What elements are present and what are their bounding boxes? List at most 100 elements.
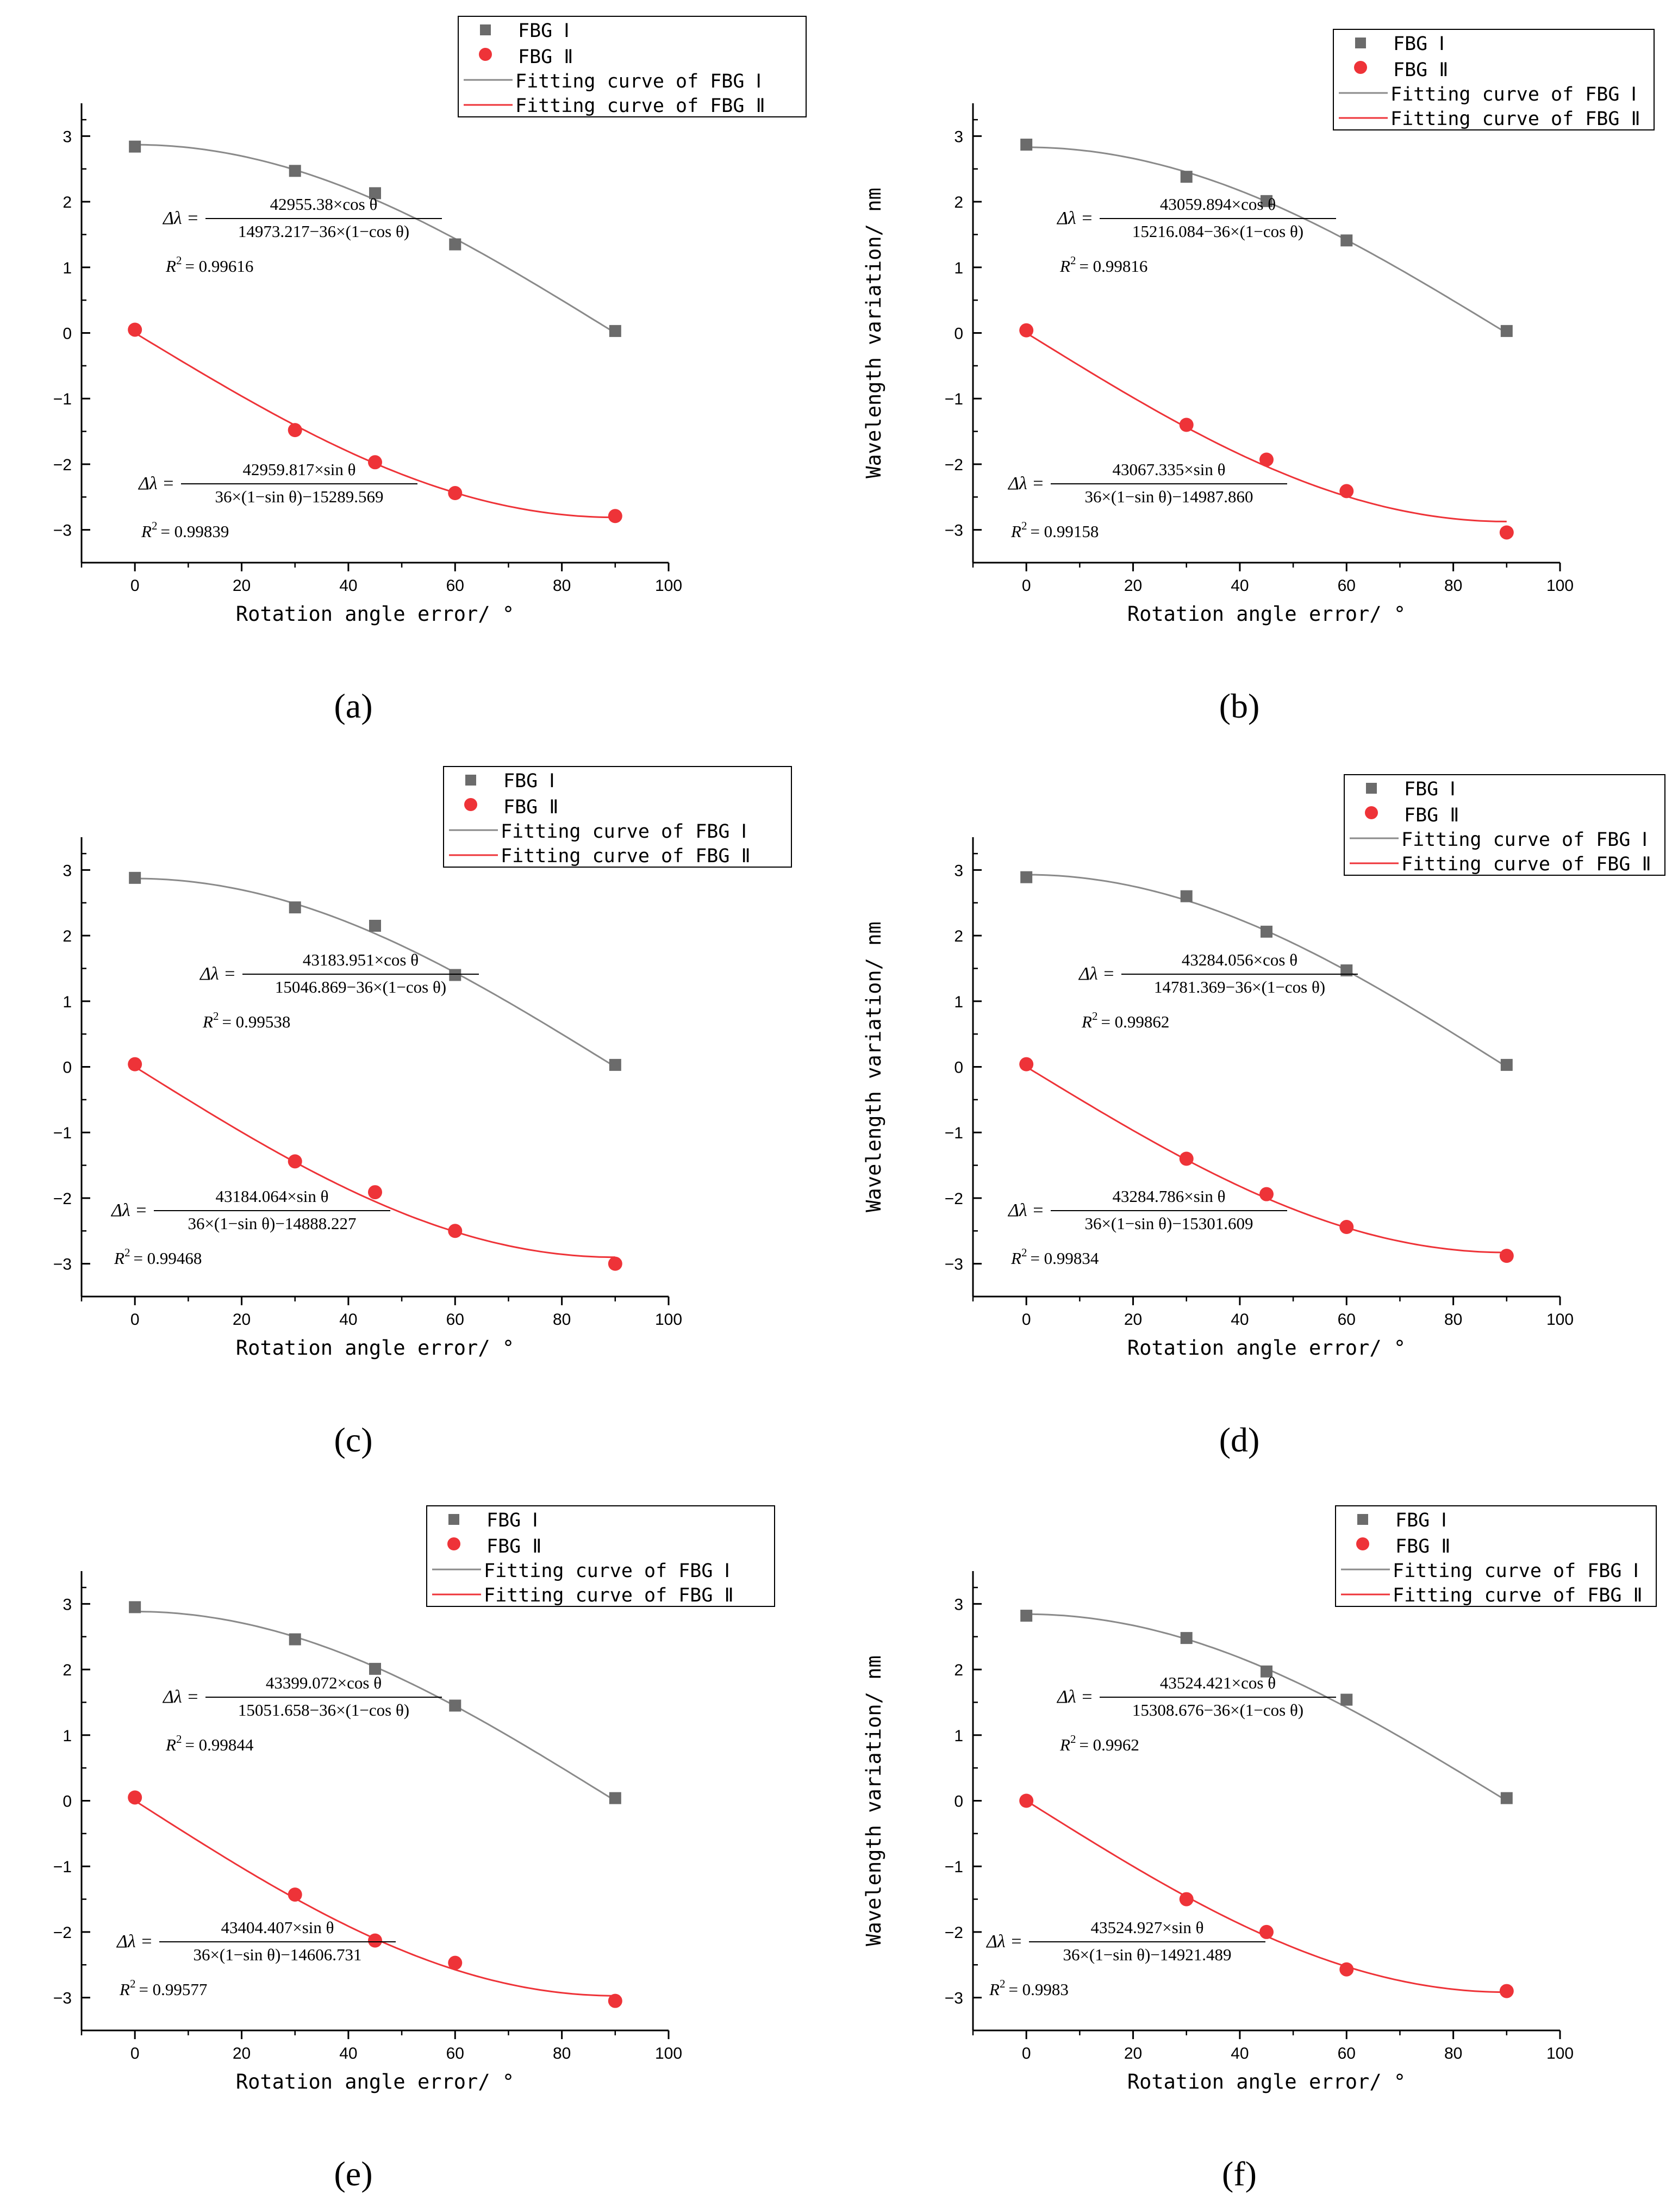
r-symbol: R xyxy=(165,1735,176,1754)
r-squared-label: R2 = 0.99862 xyxy=(1081,1010,1169,1031)
y-tick-label: −2 xyxy=(53,1924,72,1942)
legend-entry: Fitting curve of FBG Ⅰ xyxy=(501,821,747,843)
data-point-fbg1 xyxy=(1020,139,1033,151)
data-point-fbg1 xyxy=(1500,325,1513,337)
r-squared-value: = 0.9983 xyxy=(1008,1980,1068,1999)
data-point-fbg2 xyxy=(368,1933,382,1948)
legend-entry: FBG Ⅰ xyxy=(486,1510,538,1531)
legend-entry: FBG Ⅱ xyxy=(1404,805,1459,826)
r-symbol: R xyxy=(119,1980,130,1999)
y-tick-label: 3 xyxy=(63,1596,72,1613)
y-tick-label: 0 xyxy=(63,1059,72,1077)
equation-denominator: 15046.869−36×(1−cos θ) xyxy=(275,977,446,996)
r-superscript: 2 xyxy=(1070,1733,1076,1746)
y-tick-label: −1 xyxy=(53,1124,72,1142)
legend-box xyxy=(443,766,792,868)
legend-entry: FBG Ⅰ xyxy=(503,770,555,792)
equation-numerator: 43184.064×sin θ xyxy=(215,1187,328,1206)
x-tick-label: 20 xyxy=(1124,577,1142,595)
x-tick-label: 20 xyxy=(233,1311,251,1329)
y-tick-label: 2 xyxy=(63,927,72,945)
chart-panel-5: 3 2 1 0 −1 −2 −3 0 20 40 60 80 100 Rotation angle err… xyxy=(53,1505,775,2193)
equation-fbg1: Δλ = 43284.056×cos θ 14781.369−36×(1−cos θ… xyxy=(1078,950,1358,1031)
y-tick-label: 3 xyxy=(954,1596,963,1613)
legend-entry: FBG Ⅱ xyxy=(1395,1536,1451,1557)
y-tick-label: 0 xyxy=(63,325,72,343)
y-tick-label: −1 xyxy=(945,390,963,408)
legend-marker-fbg2 xyxy=(447,1537,460,1550)
panel-label: (e) xyxy=(334,2154,372,2193)
legend-marker-fbg2 xyxy=(479,48,492,61)
equation-fbg1: Δλ = 42955.38×cos θ 14973.217−36×(1−cos θ)… xyxy=(162,195,442,276)
data-point-fbg1 xyxy=(1180,890,1193,902)
panel-label: (d) xyxy=(1219,1420,1260,1459)
y-tick-label: 2 xyxy=(63,194,72,211)
r-squared-value: = 0.99862 xyxy=(1101,1012,1169,1031)
legend-marker-fbg1 xyxy=(1366,783,1377,794)
legend-entry: Fitting curve of FBG Ⅱ xyxy=(1393,1585,1643,1606)
equation-lhs: Δλ = xyxy=(138,473,174,494)
x-axis-title: Rotation angle error/ ° xyxy=(1127,2070,1406,2093)
data-point-fbg1 xyxy=(1340,964,1353,977)
equation-denominator: 14781.369−36×(1−cos θ) xyxy=(1154,977,1325,996)
x-tick-label: 80 xyxy=(553,2045,571,2063)
equation-fbg2: Δλ = 43067.335×sin θ 36×(1−sin θ)−14987.86… xyxy=(1007,460,1287,541)
x-tick-label: 80 xyxy=(553,577,571,595)
data-point-fbg2 xyxy=(128,1790,142,1805)
r-squared-label: R2 = 0.9983 xyxy=(989,1977,1069,1999)
data-point-fbg1 xyxy=(369,187,381,200)
r-squared-value: = 0.99834 xyxy=(1030,1249,1099,1268)
r-symbol: R xyxy=(1010,522,1021,541)
equation-fbg1: Δλ = 43059.894×cos θ 15216.084−36×(1−cos θ… xyxy=(1056,195,1336,276)
r-symbol: R xyxy=(1010,1249,1021,1268)
y-axis-title: Wavelength variation/ nm xyxy=(862,188,885,478)
data-point-fbg1 xyxy=(289,165,301,177)
r-symbol: R xyxy=(165,257,176,276)
x-tick-label: 40 xyxy=(339,1311,357,1329)
x-tick-label: 40 xyxy=(339,577,357,595)
equation-fbg2: Δλ = 43284.786×sin θ 36×(1−sin θ)−15301.60… xyxy=(1007,1187,1287,1268)
equation-lhs: Δλ = xyxy=(162,208,199,228)
x-tick-label: 100 xyxy=(1546,577,1574,595)
y-tick-label: 1 xyxy=(954,259,963,277)
r-superscript: 2 xyxy=(1000,1977,1006,1990)
equation-fbg2: Δλ = 43524.927×sin θ 36×(1−sin θ)−14921.48… xyxy=(985,1918,1265,1999)
legend-entry: Fitting curve of FBG Ⅰ xyxy=(1401,829,1648,851)
equation-lhs: Δλ = xyxy=(116,1931,153,1952)
equation-numerator: 43399.072×cos θ xyxy=(266,1673,382,1692)
legend-entry: Fitting curve of FBG Ⅱ xyxy=(484,1585,734,1606)
fit-curve-fbg2 xyxy=(134,1800,615,1997)
data-point-fbg2 xyxy=(128,1057,142,1071)
r-squared-label: R2 = 0.99816 xyxy=(1059,254,1147,276)
legend-box xyxy=(426,1505,775,1607)
x-tick-label: 100 xyxy=(655,1311,682,1329)
y-tick-label: 0 xyxy=(63,1793,72,1811)
x-tick-label: 0 xyxy=(1022,577,1031,595)
r-symbol: R xyxy=(1059,1735,1070,1754)
y-tick-label: 3 xyxy=(63,862,72,880)
x-tick-label: 80 xyxy=(1444,2045,1462,2063)
equation-numerator: 42959.817×sin θ xyxy=(242,460,355,479)
equation-lhs: Δλ = xyxy=(162,1687,199,1707)
y-tick-label: −2 xyxy=(945,1924,963,1942)
x-axis-title: Rotation angle error/ ° xyxy=(1127,1336,1406,1360)
equation-denominator: 36×(1−sin θ)−14606.731 xyxy=(193,1945,361,1964)
data-point-fbg2 xyxy=(608,1256,622,1271)
data-point-fbg1 xyxy=(1180,1632,1193,1644)
y-tick-label: −2 xyxy=(53,1190,72,1208)
y-tick-label: −3 xyxy=(53,1990,72,2008)
chart-panel-3: 3 2 1 0 −1 −2 −3 0 20 40 60 80 100 Rotation angle err… xyxy=(53,766,792,1459)
data-point-fbg1 xyxy=(1500,1792,1513,1804)
data-point-fbg2 xyxy=(1499,1984,1514,1998)
x-tick-label: 20 xyxy=(1124,2045,1142,2063)
data-point-fbg1 xyxy=(129,140,141,153)
legend-entry: Fitting curve of FBG Ⅱ xyxy=(1390,108,1640,130)
panel-label: (a) xyxy=(334,687,372,725)
data-point-fbg2 xyxy=(1019,323,1034,338)
data-point-fbg1 xyxy=(1340,1693,1353,1706)
r-squared-value: = 0.99577 xyxy=(139,1980,207,1999)
legend-entry: Fitting curve of FBG Ⅰ xyxy=(1390,84,1637,105)
r-squared-value: = 0.99616 xyxy=(185,257,253,276)
x-tick-label: 0 xyxy=(130,577,140,595)
